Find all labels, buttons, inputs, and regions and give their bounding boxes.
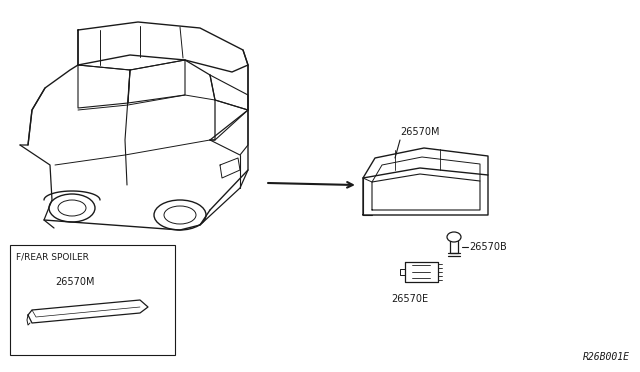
Text: F/REAR SPOILER: F/REAR SPOILER — [16, 253, 89, 262]
Text: 26570M: 26570M — [400, 127, 440, 137]
Text: 26570M: 26570M — [55, 277, 95, 287]
Text: 26570E: 26570E — [392, 294, 429, 304]
Text: R26B001E: R26B001E — [583, 352, 630, 362]
FancyBboxPatch shape — [10, 245, 175, 355]
Text: 26570B: 26570B — [469, 242, 507, 252]
